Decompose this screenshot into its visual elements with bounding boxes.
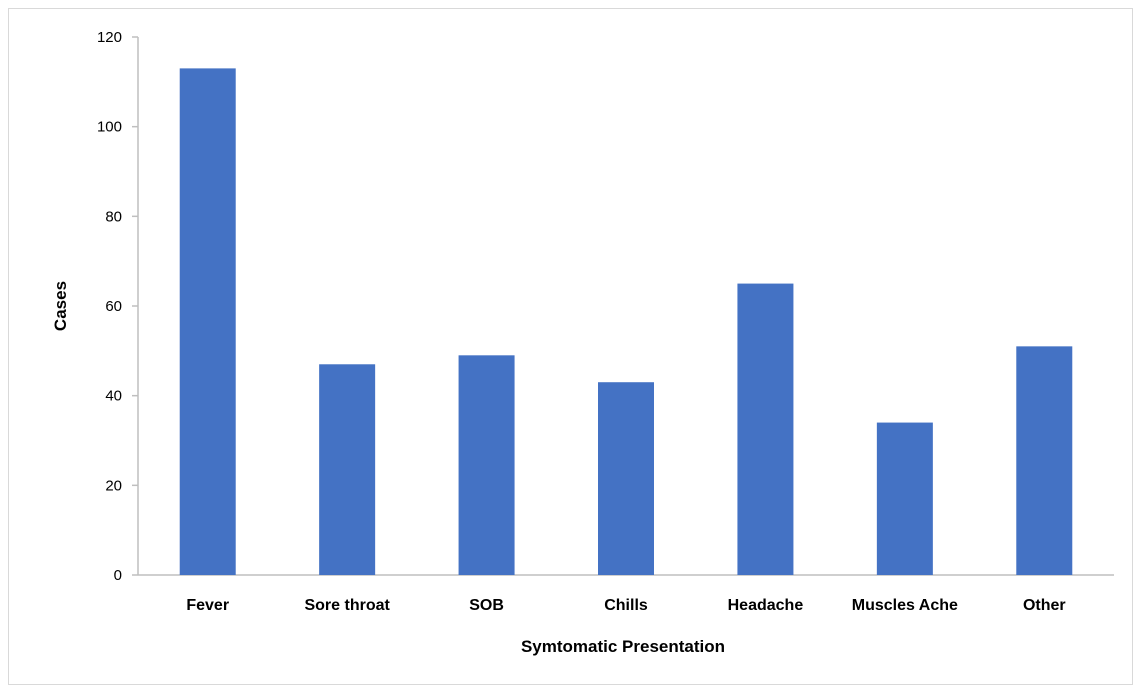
y-tick-label: 60 xyxy=(105,298,122,315)
x-axis-title: Symtomatic Presentation xyxy=(521,637,725,656)
bar-chills xyxy=(598,382,654,575)
y-tick-label: 20 xyxy=(105,477,122,494)
bar-sore-throat xyxy=(319,364,376,575)
x-tick-label: Chills xyxy=(604,597,648,614)
y-tick-label: 80 xyxy=(105,208,122,225)
y-axis-title: Cases xyxy=(51,281,70,331)
y-tick-label: 40 xyxy=(105,388,122,405)
y-tick-labels: 0 20 40 60 80 100 120 xyxy=(97,29,122,584)
x-tick-label: Headache xyxy=(728,597,804,614)
bar-muscles-ache xyxy=(876,422,933,575)
x-tick-labels: Fever Sore throat SOB Chills Headache Muscles… xyxy=(186,597,1065,614)
x-tick-label: Fever xyxy=(186,597,229,614)
bar-other xyxy=(1016,346,1073,575)
chart-bars xyxy=(179,68,1073,575)
x-tick-label: Sore throat xyxy=(304,597,390,614)
x-tick-label: SOB xyxy=(469,597,504,614)
x-tick-label: Other xyxy=(1023,597,1066,614)
bar-headache xyxy=(737,283,794,575)
y-tick-label: 100 xyxy=(97,119,122,136)
y-tick-label: 0 xyxy=(114,567,122,584)
y-tick-label: 120 xyxy=(97,29,122,46)
bar-fever xyxy=(179,68,236,575)
bar-sob xyxy=(458,355,515,575)
x-tick-label: Muscles Ache xyxy=(852,597,958,614)
